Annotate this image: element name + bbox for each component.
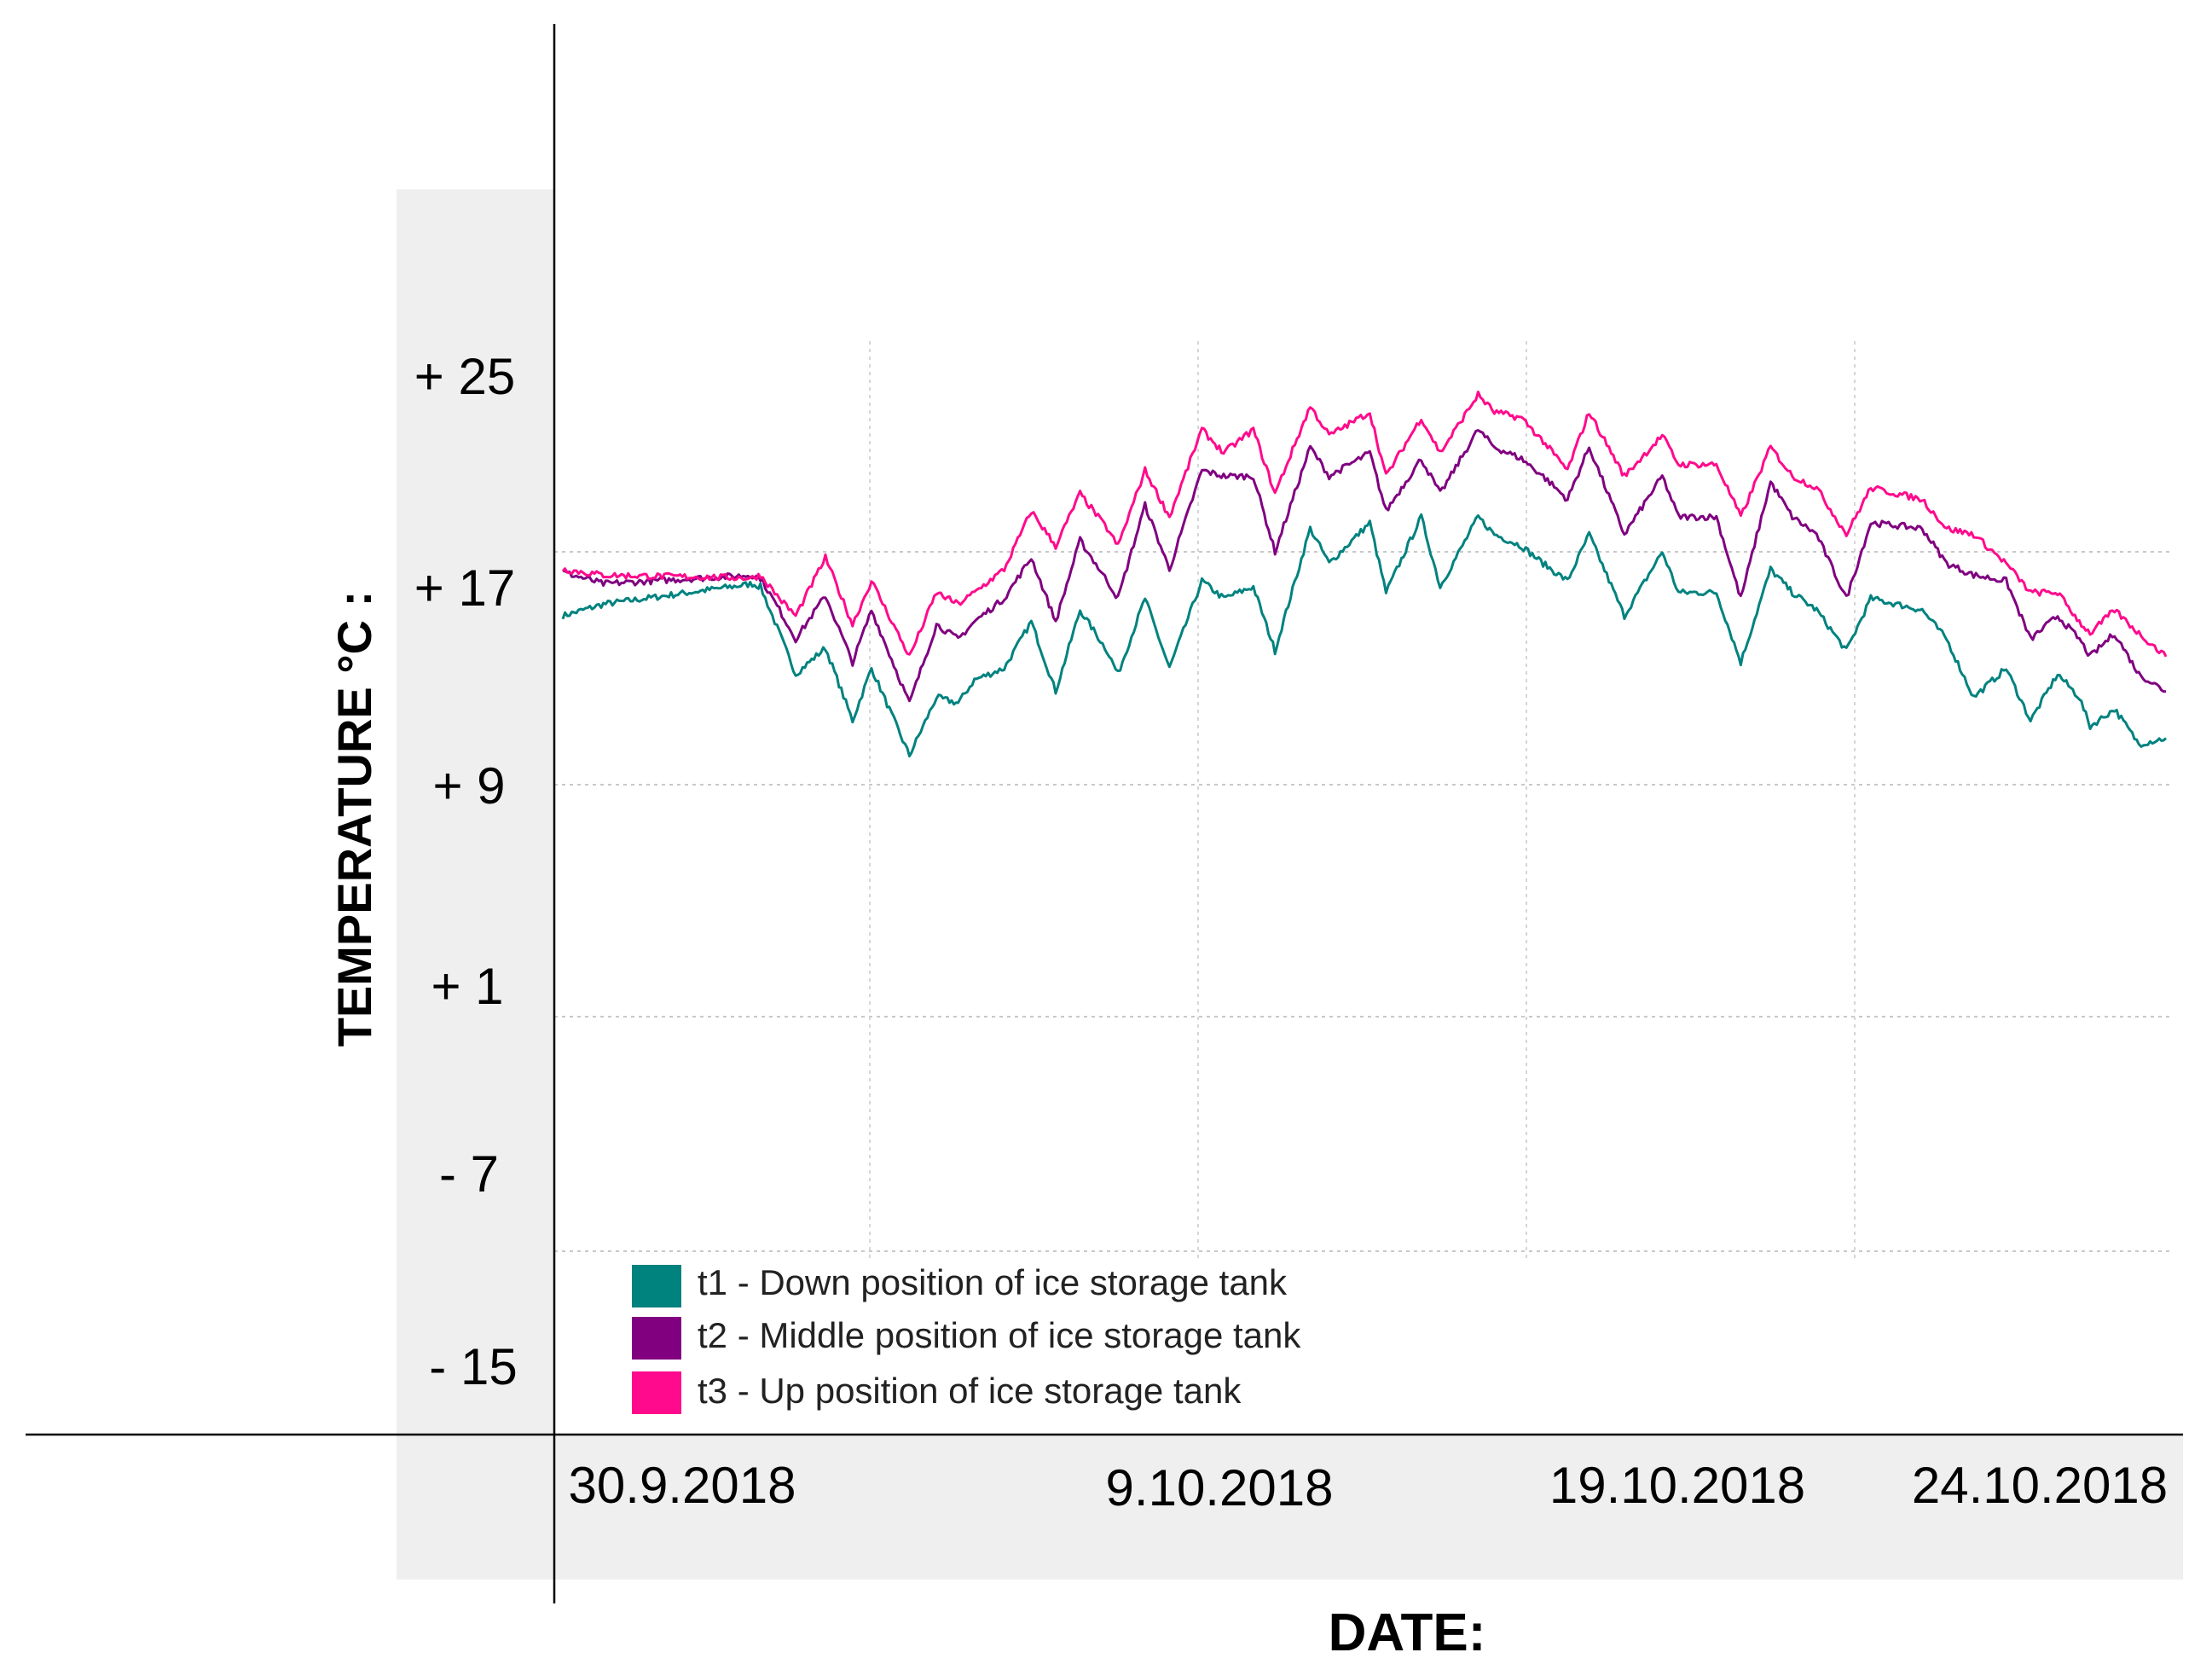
x-tick-label: 30.9.2018 [569, 1457, 796, 1514]
series-line-t1 [561, 513, 2168, 758]
x-tick-label: 19.10.2018 [1549, 1457, 1805, 1514]
y-tick-label: + 9 [432, 757, 505, 815]
legend-label-t3: t3 - Up position of ice storage tank [698, 1371, 1242, 1411]
legend-swatch-t3 [632, 1371, 681, 1414]
x-tick-label: 9.10.2018 [1106, 1459, 1334, 1516]
series-line-t2 [562, 429, 2166, 703]
series-line-t3 [561, 391, 2168, 658]
y-tick-label: + 25 [414, 348, 515, 405]
legend: t1 - Down position of ice storage tank t… [632, 1262, 1301, 1414]
y-tick-label: - 15 [429, 1338, 517, 1395]
x-tick-labels: 30.9.2018 9.10.2018 19.10.2018 24.10.201… [569, 1457, 2169, 1516]
x-axis-title: DATE: [1329, 1603, 1486, 1662]
legend-swatch-t1 [632, 1265, 681, 1307]
x-axis-panel [554, 1435, 2183, 1580]
legend-swatch-t2 [632, 1317, 681, 1360]
y-axis-title: TEMPERATURE °C : [327, 591, 381, 1047]
legend-label-t1: t1 - Down position of ice storage tank [698, 1262, 1288, 1302]
y-tick-labels: + 25 + 17 + 9 + 1 - 7 - 15 [414, 348, 518, 1395]
y-tick-label: - 7 [439, 1145, 499, 1203]
grid [554, 341, 2170, 1262]
series-layer [561, 391, 2168, 758]
legend-label-t2: t2 - Middle position of ice storage tank [698, 1315, 1301, 1355]
y-tick-label: + 17 [414, 559, 515, 617]
x-tick-label: 24.10.2018 [1912, 1457, 2168, 1514]
y-axis-panel [397, 189, 554, 1580]
y-tick-label: + 1 [431, 958, 503, 1015]
